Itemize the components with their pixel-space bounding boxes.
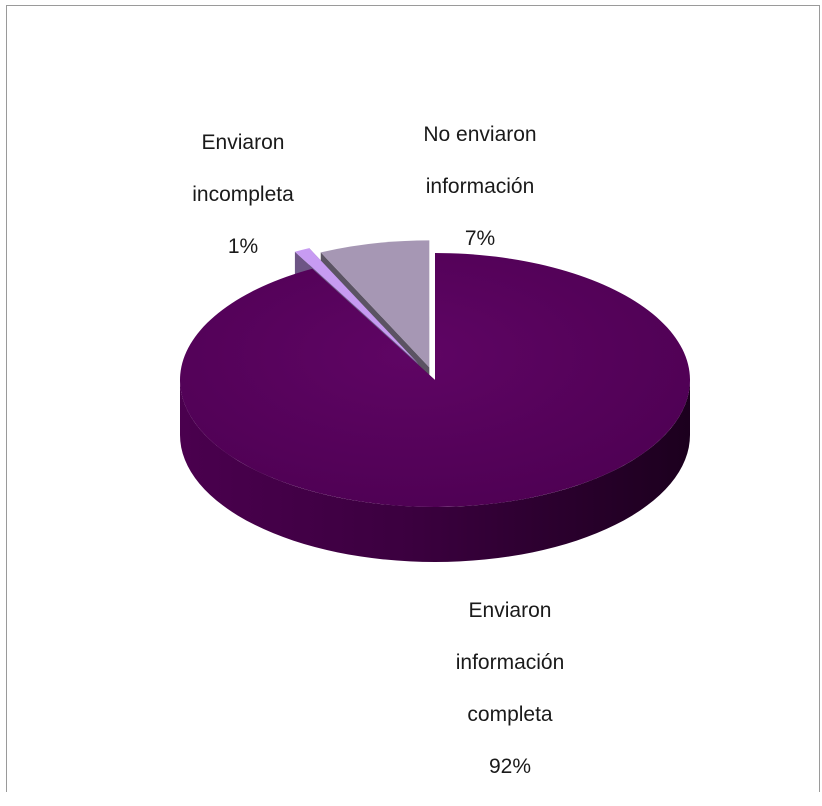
- pie-slice-top-1: [294, 248, 418, 364]
- slice-label-enviaron-incompleta: Enviaron incompleta 1%: [192, 131, 294, 258]
- pie-slice-top-2: [320, 240, 430, 368]
- pie-slice-0: [179, 253, 690, 562]
- pie-slice-rim-0-0: [180, 380, 690, 562]
- slice-label-no-enviaron-informacion: No enviaron información 7%: [423, 123, 537, 250]
- chart-frame: [6, 5, 820, 792]
- pie-slice-top-0: [179, 253, 690, 507]
- slice-label-enviaron-informacion-completa: Enviaron información completa 92%: [455, 599, 565, 778]
